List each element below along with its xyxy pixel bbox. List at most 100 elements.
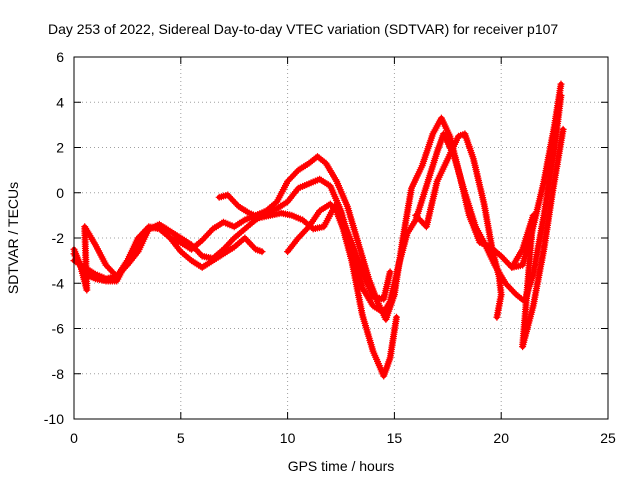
- data-point: [189, 258, 194, 263]
- data-point: [242, 217, 247, 222]
- data-point: [439, 116, 444, 121]
- data-point: [381, 374, 386, 378]
- y-axis-label: SDTVAR / TECUs: [5, 182, 21, 294]
- data-point: [178, 249, 183, 254]
- data-point: [296, 236, 301, 240]
- data-point: [242, 226, 247, 231]
- data-point: [307, 161, 311, 166]
- data-point: [490, 249, 495, 254]
- y-tick-label: 6: [56, 49, 64, 65]
- y-tick-label: 4: [56, 94, 64, 110]
- data-point: [307, 224, 311, 229]
- data-point: [93, 242, 98, 247]
- data-point: [217, 195, 222, 200]
- data-point: [321, 224, 326, 229]
- data-point: [311, 226, 316, 231]
- data-point: [531, 272, 536, 277]
- data-point: [317, 177, 322, 182]
- data-point: [499, 292, 504, 297]
- data-point: [84, 288, 89, 292]
- data-point: [520, 344, 525, 349]
- data-point: [559, 93, 563, 98]
- data-point: [541, 179, 546, 184]
- y-tick-label: 0: [56, 185, 64, 201]
- data-point: [232, 245, 237, 250]
- data-point: [371, 303, 375, 308]
- data-point: [424, 224, 429, 229]
- data-point: [520, 263, 525, 268]
- data-point: [125, 263, 130, 268]
- data-point: [168, 229, 173, 234]
- data-point: [531, 303, 536, 308]
- data-point: [360, 269, 365, 274]
- series-trace-5: [284, 200, 394, 303]
- series-layer: [70, 80, 567, 380]
- axes: [73, 56, 609, 420]
- data-point: [307, 181, 311, 186]
- data-point: [456, 134, 461, 139]
- data-point: [324, 161, 328, 166]
- x-tick-label: 15: [387, 430, 403, 446]
- data-point: [441, 131, 446, 136]
- data-point: [520, 247, 525, 252]
- data-point: [189, 242, 194, 247]
- data-point: [531, 213, 536, 218]
- data-point: [168, 236, 173, 240]
- data-point: [289, 213, 294, 218]
- data-point: [315, 154, 320, 159]
- x-tick-label: 5: [177, 430, 185, 446]
- data-point: [114, 274, 119, 279]
- data-point: [104, 263, 108, 268]
- data-point: [274, 199, 279, 204]
- series-line: [71, 81, 564, 322]
- data-point: [236, 204, 241, 209]
- y-tick-label: -8: [52, 366, 65, 382]
- series-markers: [70, 92, 565, 317]
- y-tick-label: -6: [52, 321, 65, 337]
- data-point: [210, 226, 215, 231]
- data-point: [371, 294, 375, 299]
- data-point: [93, 276, 98, 281]
- data-point: [232, 224, 237, 229]
- data-point: [356, 240, 361, 245]
- data-point: [541, 247, 546, 252]
- data-point: [210, 258, 215, 263]
- x-axis-label: GPS time / hours: [288, 458, 395, 474]
- data-point: [360, 285, 365, 290]
- data-point: [200, 238, 205, 243]
- data-point: [200, 265, 205, 270]
- series-markers: [70, 80, 565, 323]
- data-point: [274, 206, 279, 211]
- data-point: [253, 247, 258, 252]
- y-tick-label: -4: [52, 275, 65, 291]
- data-point: [409, 186, 414, 191]
- data-point: [136, 249, 141, 254]
- data-point: [452, 154, 457, 159]
- data-point: [559, 82, 563, 87]
- x-tick-labels: 0 5 10 15 20 25: [70, 430, 616, 446]
- data-point: [445, 156, 450, 161]
- x-tick-label: 25: [600, 430, 616, 446]
- data-point: [328, 202, 333, 207]
- data-point: [435, 150, 440, 154]
- y-tick-labels: -10 -8 -6 -4 -2 0 2 4 6: [44, 49, 64, 427]
- data-point: [503, 281, 508, 286]
- data-point: [114, 279, 119, 283]
- data-point: [285, 249, 290, 254]
- data-point: [360, 312, 365, 317]
- data-point: [296, 186, 301, 191]
- x-tick-label: 10: [280, 430, 296, 446]
- data-point: [178, 236, 183, 240]
- data-point: [383, 317, 388, 322]
- data-point: [497, 274, 502, 279]
- data-point: [146, 226, 151, 231]
- series-trace-1: [70, 80, 565, 323]
- data-point: [93, 272, 98, 277]
- data-point: [396, 263, 401, 268]
- x-tick-label: 20: [493, 430, 509, 446]
- chart-title: Day 253 of 2022, Sidereal Day-to-day VTE…: [48, 21, 558, 37]
- data-point: [550, 190, 555, 195]
- data-point: [328, 184, 333, 188]
- data-point: [257, 215, 262, 220]
- data-point: [339, 213, 343, 218]
